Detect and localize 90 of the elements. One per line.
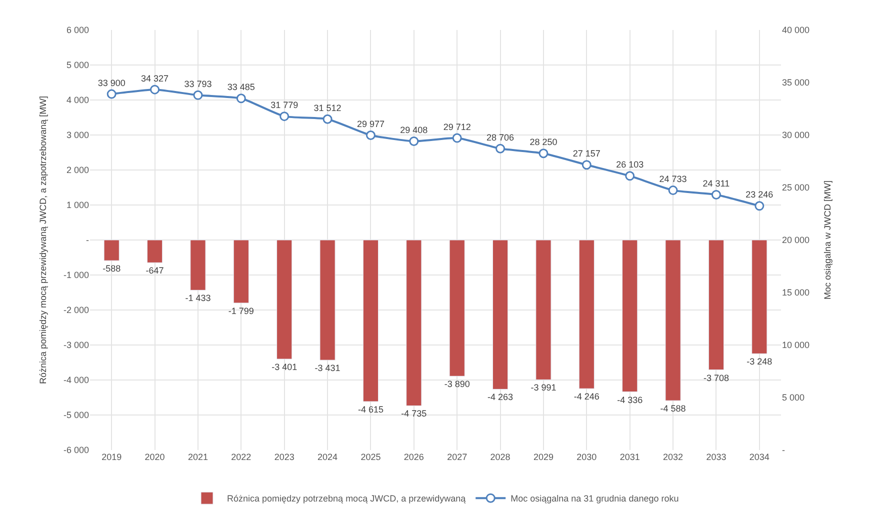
y-tick-label: 4 000 [66,95,89,106]
x-tick-label: 2027 [447,452,468,462]
y-tick-label: -3 000 [63,340,89,350]
data-label: -4 246 [574,392,600,402]
data-label: 33 900 [98,78,126,88]
point [668,186,678,196]
data-label: 33 485 [227,82,255,92]
y-tick-label: -2 000 [63,305,89,316]
data-label: -3 248 [746,356,772,367]
data-label: -3 708 [703,372,729,383]
data-label: 23 246 [746,190,774,200]
x-tick-label: 2026 [404,452,424,462]
y2-tick-label: 40 000 [782,25,810,36]
point [711,190,721,200]
y2-tick-label: 10 000 [782,340,810,350]
x-tick-label: 2029 [533,452,554,462]
y-tick-label: 5 000 [66,60,89,70]
y-tick-label: -5 000 [63,410,89,420]
y-tick-label: 6 000 [66,25,89,36]
x-tick-label: 2033 [706,452,726,462]
y2-tick-label: 20 000 [782,235,810,246]
point [366,130,376,140]
legend-label: Różnica pomiędzy potrzebną mocą JWCD, a przewidywaną [227,494,466,504]
y2-tick-label: 30 000 [782,130,810,140]
y2-tick-label: 5 000 [782,392,805,403]
point [280,112,290,122]
x-tick-label: 2028 [490,452,510,462]
point [538,148,548,158]
y2-tick-label: 35 000 [782,78,810,88]
point [322,114,332,124]
y-axis-title: Różnica pomiędzy mocą przewidywaną JWCD, a zapotrzebowaną [MW] [38,96,48,384]
x-tick-label: 2031 [620,452,640,462]
data-label: 33 793 [184,78,212,89]
y-tick-label: 2 000 [66,165,89,176]
data-label: 29 408 [400,124,428,135]
point [582,160,592,170]
point [452,133,462,143]
y2-axis-title: Moc osiągalna w JWCD [MW] [822,180,832,300]
data-label: -3 991 [530,382,556,393]
point [150,84,160,94]
data-label: 26 103 [616,160,644,170]
x-tick-label: 2022 [231,452,252,462]
data-label: 28 706 [486,132,514,142]
point [625,171,635,181]
y-tick-label: -1 000 [63,270,89,280]
data-label: -4 735 [401,408,427,419]
y2-tick-label: 25 000 [782,182,810,193]
data-label: -588 [102,264,121,274]
x-tick-label: 2023 [274,452,294,462]
x-tick-label: 2025 [360,452,381,462]
point [409,136,419,146]
x-tick-label: 2032 [663,452,684,462]
y2-tick-label: - [782,445,785,456]
x-tick-label: 2021 [188,452,208,462]
data-label: 29 712 [443,122,471,132]
point [496,144,506,154]
point [754,201,764,211]
data-label: -1 799 [228,306,254,316]
x-tick-label: 2030 [576,452,597,462]
point [236,94,246,104]
data-label: 31 779 [270,100,298,110]
data-label: 27 157 [572,148,600,159]
data-label: 29 977 [356,118,384,129]
y2-tick-label: 15 000 [782,288,810,298]
y-tick-label: -4 000 [63,375,89,386]
legend-label: Moc osiągalna na 31 grudnia danego roku [510,494,679,504]
data-label: 28 250 [530,137,558,148]
data-label: -647 [146,266,164,276]
data-label: -3 890 [444,379,470,390]
x-tick-label: 2034 [749,452,770,462]
y-tick-label: - [86,235,89,246]
data-label: -4 336 [617,394,643,405]
x-tick-label: 2019 [102,452,122,462]
data-label: 24 311 [702,178,730,188]
data-label: -3 401 [272,362,298,372]
y-tick-label: 3 000 [66,130,89,140]
data-label: -4 615 [358,404,384,415]
x-tick-label: 2024 [318,452,338,462]
data-label: -1 433 [185,293,211,304]
data-label: -4 263 [488,392,514,402]
data-label: -4 588 [660,404,686,414]
y-tick-label: 1 000 [66,200,89,210]
data-label: 34 327 [141,73,169,84]
data-label: 31 512 [314,102,342,113]
point [193,90,203,100]
y-tick-label: -6 000 [63,445,89,456]
point [106,89,116,99]
x-tick-label: 2020 [144,452,165,462]
data-label: -3 431 [314,363,340,374]
data-label: 24 733 [659,174,687,184]
